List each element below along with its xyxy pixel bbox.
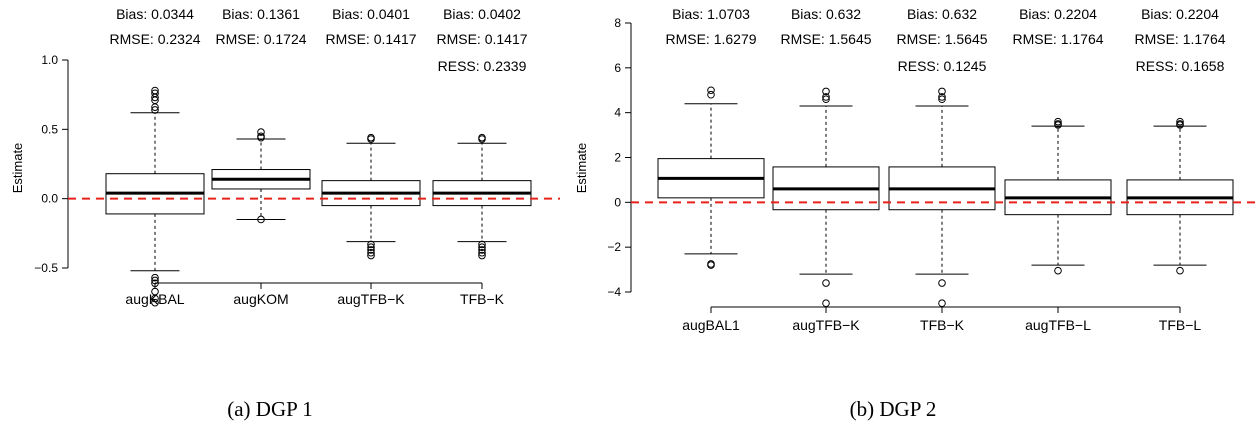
x-tick-label: augKBAL bbox=[125, 291, 184, 307]
outlier-point bbox=[257, 128, 265, 136]
stat-annotation: RMSE: 1.5645 bbox=[780, 31, 871, 47]
stat-annotation: RMSE: 0.1724 bbox=[215, 31, 306, 47]
y-tick-label: 0.5 bbox=[41, 122, 58, 136]
outlier-point bbox=[938, 299, 946, 308]
y-axis-label: Estimate bbox=[574, 143, 589, 194]
outlier-point bbox=[938, 279, 946, 287]
x-tick-label: augTFB−K bbox=[792, 317, 860, 333]
outlier-point bbox=[822, 279, 830, 287]
x-tick-label: augTFB−L bbox=[1025, 317, 1091, 333]
outlier-point bbox=[151, 93, 159, 102]
y-tick-label: 1.0 bbox=[41, 53, 58, 67]
x-tick-label: augBAL1 bbox=[682, 317, 740, 333]
stat-annotation: RMSE: 1.5645 bbox=[896, 31, 987, 47]
y-tick-label: 8 bbox=[614, 16, 621, 30]
outlier-point bbox=[367, 246, 375, 254]
outlier-point bbox=[1176, 266, 1184, 275]
stat-annotation: Bias: 0.2204 bbox=[1019, 6, 1097, 22]
stat-annotation: RMSE: 1.1764 bbox=[1012, 31, 1103, 47]
box-3: TFB−K Bias: 0.632 RMSE: 1.5645 RESS: 0.1245 bbox=[888, 6, 996, 333]
outlier-point bbox=[938, 93, 946, 101]
box-1: augKBAL Bias: 0.0344 RMSE: 0.2324 bbox=[105, 6, 205, 307]
stat-annotation: RMSE: 0.2324 bbox=[109, 31, 200, 47]
outlier-point bbox=[151, 273, 159, 282]
box-2: augTFB−K Bias: 0.632 RMSE: 1.5645 bbox=[772, 6, 880, 333]
outlier-point bbox=[1176, 121, 1184, 129]
y-tick-label: −4 bbox=[607, 285, 621, 299]
outlier-point bbox=[1054, 117, 1062, 126]
stat-annotation: Bias: 0.632 bbox=[791, 6, 861, 22]
stat-annotation: RESS: 0.1245 bbox=[898, 58, 987, 74]
outlier-point bbox=[257, 133, 265, 142]
stat-annotation: RMSE: 0.1417 bbox=[325, 31, 416, 47]
outlier-point bbox=[257, 215, 265, 224]
stat-annotation: RESS: 0.2339 bbox=[438, 58, 527, 74]
outlier-point bbox=[151, 298, 159, 307]
outlier-point bbox=[478, 240, 486, 249]
outlier-point bbox=[822, 87, 830, 96]
chart-caption: (b) DGP 2 bbox=[850, 397, 937, 421]
chart-panel-1: −0.5 0.0 0.5 1.0 Estimate augKBAL Bias: 0.0344… bbox=[10, 6, 560, 421]
stat-annotation: Bias: 0.1361 bbox=[222, 6, 300, 22]
outlier-point bbox=[822, 95, 830, 104]
stat-annotation: RMSE: 0.1417 bbox=[436, 31, 527, 47]
outlier-point bbox=[938, 95, 946, 104]
y-tick-label: 0 bbox=[614, 195, 621, 209]
outlier-point bbox=[151, 294, 159, 303]
y-tick-label: −2 bbox=[607, 240, 621, 254]
stat-annotation: Bias: 0.2204 bbox=[1141, 6, 1219, 22]
stat-annotation: Bias: 0.0402 bbox=[443, 6, 521, 22]
box-5: TFB−L Bias: 0.2204 RMSE: 1.1764 RESS: 0.165… bbox=[1126, 6, 1234, 333]
box-3: augTFB−K Bias: 0.0401 RMSE: 0.1417 bbox=[321, 6, 421, 307]
chart-caption: (a) DGP 1 bbox=[227, 397, 313, 421]
outlier-point bbox=[478, 251, 486, 260]
x-tick-label: TFB−L bbox=[1159, 317, 1202, 333]
outlier-point bbox=[367, 240, 375, 249]
stat-annotation: Bias: 0.0401 bbox=[332, 6, 410, 22]
y-tick-label: 2 bbox=[614, 151, 621, 165]
outlier-point bbox=[478, 243, 486, 251]
outlier-point bbox=[938, 87, 946, 96]
outlier-point bbox=[1176, 117, 1184, 126]
stat-annotation: Bias: 0.632 bbox=[907, 6, 977, 22]
outlier-point bbox=[367, 251, 375, 260]
box-1: augBAL1 Bias: 1.0703 RMSE: 1.6279 bbox=[657, 6, 765, 333]
outlier-point bbox=[367, 248, 375, 257]
outlier-point bbox=[707, 86, 715, 95]
box-4: TFB−K Bias: 0.0402 RMSE: 0.1417 RESS: 0.233… bbox=[432, 6, 532, 307]
x-tick-label: augTFB−K bbox=[337, 291, 405, 307]
y-tick-label: 0.0 bbox=[41, 192, 58, 206]
box-4: augTFB−L Bias: 0.2204 RMSE: 1.1764 bbox=[1004, 6, 1112, 333]
stat-annotation: Bias: 1.0703 bbox=[672, 6, 750, 22]
outlier-point bbox=[367, 135, 375, 143]
y-axis-label: Estimate bbox=[10, 143, 25, 194]
outlier-point bbox=[1054, 266, 1062, 275]
stat-annotation: Bias: 0.0344 bbox=[116, 6, 194, 22]
box-2: augKOM Bias: 0.1361 RMSE: 0.1724 bbox=[211, 6, 311, 307]
outlier-point bbox=[822, 93, 830, 101]
outlier-point bbox=[151, 106, 159, 114]
stat-annotation: RESS: 0.1658 bbox=[1136, 58, 1225, 74]
y-tick-label: 6 bbox=[614, 61, 621, 75]
x-tick-label: augKOM bbox=[233, 291, 288, 307]
outlier-point bbox=[478, 135, 486, 143]
x-tick-label: TFB−K bbox=[920, 317, 965, 333]
outlier-point bbox=[707, 90, 715, 99]
outlier-point bbox=[478, 246, 486, 254]
y-tick-label: −0.5 bbox=[34, 261, 58, 275]
outlier-point bbox=[822, 299, 830, 308]
y-tick-label: 4 bbox=[614, 106, 621, 120]
chart-panel-2: −4 −2 0 2 4 6 8 Estimate augBAL1 Bias: 1.0703 RMSE… bbox=[574, 6, 1260, 421]
outlier-point bbox=[1054, 121, 1062, 129]
outlier-point bbox=[367, 243, 375, 251]
stat-annotation: RMSE: 1.1764 bbox=[1134, 31, 1225, 47]
outlier-point bbox=[707, 261, 715, 269]
x-tick-label: TFB−K bbox=[460, 291, 505, 307]
outlier-point bbox=[478, 248, 486, 257]
outlier-point bbox=[151, 103, 159, 111]
stat-annotation: RMSE: 1.6279 bbox=[665, 31, 756, 47]
